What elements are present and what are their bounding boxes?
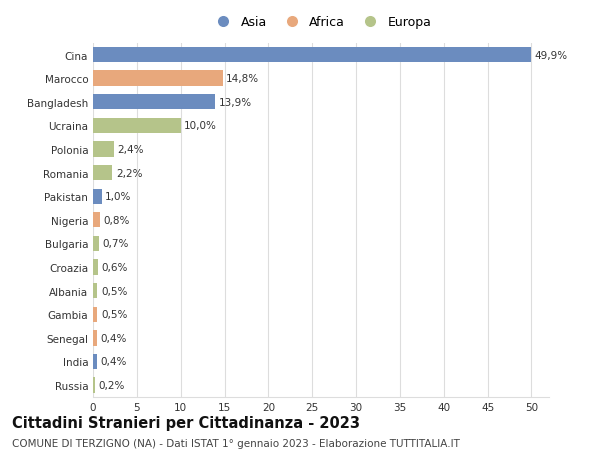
Text: 2,4%: 2,4% [118,145,144,155]
Legend: Asia, Africa, Europa: Asia, Africa, Europa [211,16,431,29]
Text: 0,2%: 0,2% [98,380,125,390]
Bar [93,330,97,346]
Text: 0,5%: 0,5% [101,286,127,296]
Text: 0,5%: 0,5% [101,309,127,319]
Text: 0,6%: 0,6% [102,263,128,273]
Bar [93,213,100,228]
Text: 1,0%: 1,0% [105,192,131,202]
Bar [93,95,215,110]
Bar [93,189,102,204]
Bar [93,307,97,322]
Text: 2,2%: 2,2% [116,168,142,178]
Bar [93,378,95,393]
Bar [93,71,223,87]
Text: 0,4%: 0,4% [100,333,127,343]
Bar [93,142,114,157]
Text: Cittadini Stranieri per Cittadinanza - 2023: Cittadini Stranieri per Cittadinanza - 2… [12,415,360,431]
Bar [93,354,97,369]
Bar [93,260,98,275]
Text: 14,8%: 14,8% [226,74,259,84]
Text: 49,9%: 49,9% [534,50,567,61]
Bar [93,48,530,63]
Text: COMUNE DI TERZIGNO (NA) - Dati ISTAT 1° gennaio 2023 - Elaborazione TUTTITALIA.I: COMUNE DI TERZIGNO (NA) - Dati ISTAT 1° … [12,438,460,448]
Text: 0,8%: 0,8% [104,215,130,225]
Text: 0,7%: 0,7% [103,239,129,249]
Bar [93,283,97,299]
Bar [93,118,181,134]
Text: 0,4%: 0,4% [100,357,127,367]
Text: 10,0%: 10,0% [184,121,217,131]
Bar [93,236,99,252]
Bar [93,166,112,181]
Text: 13,9%: 13,9% [218,97,251,107]
